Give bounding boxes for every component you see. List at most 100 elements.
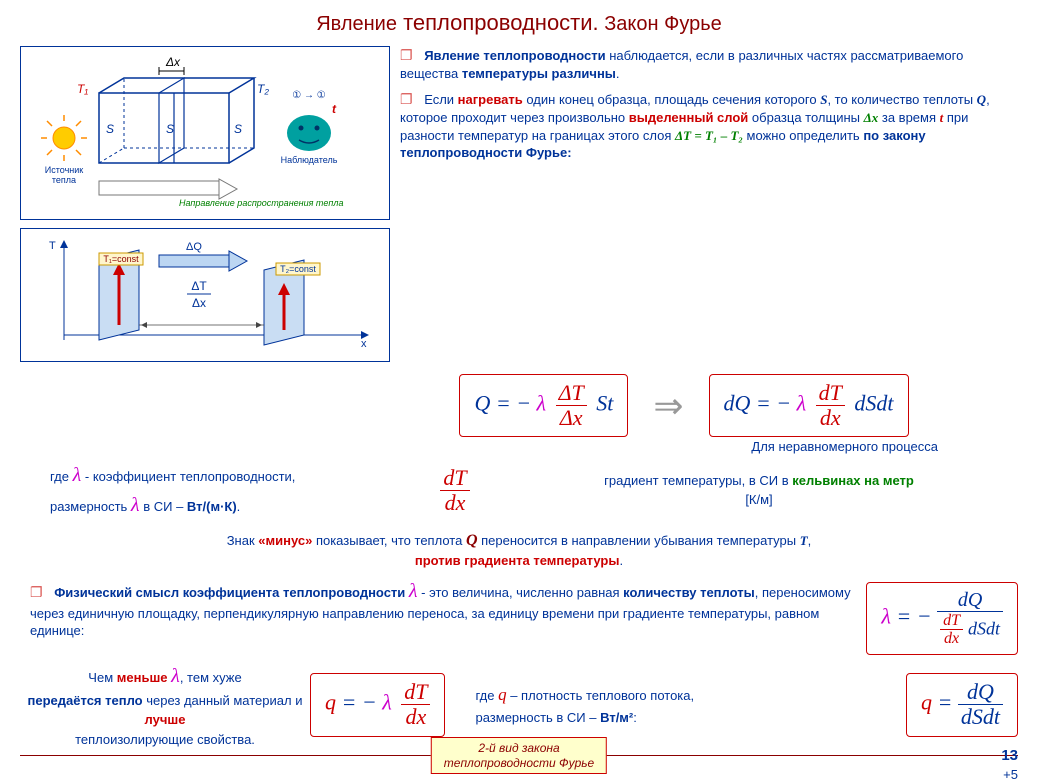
f5eq: = (938, 690, 958, 715)
title-3: Закон Фурье (599, 13, 722, 35)
x: за время (878, 110, 939, 125)
svg-text:Δx: Δx (165, 55, 181, 69)
f3eq: = − (896, 603, 931, 628)
f5ds: dSdt (958, 705, 1003, 729)
f2eq: = − (756, 391, 791, 416)
f1l: λ (537, 391, 547, 416)
w1e: Вт/(м·К) (187, 499, 237, 514)
le: через данный материал и (143, 693, 303, 708)
f2dt: dT (816, 381, 845, 406)
mh: против градиента температуры (415, 553, 620, 568)
footer: 2-й вид закона теплопроводности Фурье 13… (20, 755, 1018, 756)
bullet-icon: ❐ (400, 47, 413, 63)
title-2: теплопроводности. (397, 10, 599, 35)
f2dq: dQ (724, 391, 751, 416)
qc: – плотность теплового потока, (507, 688, 695, 703)
figure-1-svg: Δx T₁ T₂ S S S Источник тепла (29, 53, 379, 208)
ma: Знак (227, 533, 259, 548)
f4dx: dx (401, 705, 430, 729)
qf: : (633, 710, 637, 725)
md: Q (466, 532, 478, 549)
figure-1: Δx T₁ T₂ S S S Источник тепла (20, 46, 390, 220)
smaller-lambda-note: Чем меньше λ, тем хуже передаётся тепло … (20, 661, 310, 750)
svg-text:Δx: Δx (192, 296, 206, 310)
f3ds: dSdt (968, 618, 1000, 638)
where-lambda: где λ - коэффициент теплопроводности, ра… (20, 460, 410, 520)
w1a: где (50, 469, 73, 484)
svg-text:Наблюдатель: Наблюдатель (281, 155, 338, 165)
bullet-icon: ❐ (30, 584, 43, 600)
svg-text:① → ①: ① → ① (292, 90, 326, 101)
f5dq: dQ (958, 680, 1003, 705)
svg-text:T: T (49, 240, 56, 252)
ld: передаётся тепло (28, 693, 143, 708)
page-title: Явление теплопроводности. Закон Фурье (20, 10, 1018, 36)
mc: показывает, что теплота (312, 533, 466, 548)
x: Если (424, 92, 457, 107)
gfn: dT (440, 466, 469, 491)
f4dt: dT (401, 680, 430, 705)
svg-text:S: S (234, 122, 242, 136)
qdens-note: где q – плотность теплового потока, разм… (445, 682, 906, 727)
w1dot: . (237, 499, 241, 514)
fl1: 2-й вид закона (478, 741, 559, 755)
x: можно определить (743, 128, 863, 143)
pa: Физический смысл коэффициента теплопрово… (54, 585, 409, 600)
p1a: Явление теплопроводности (424, 48, 605, 63)
f2l: λ (797, 391, 807, 416)
formula-q-small: q = − λ dT dx (310, 673, 445, 736)
f3dq: dQ (937, 589, 1003, 612)
qd: размерность в СИ – (475, 710, 600, 725)
svg-text:ΔQ: ΔQ (186, 241, 202, 253)
svg-text:тепла: тепла (52, 175, 76, 185)
x: один конец образца, площадь сечения кото… (523, 92, 820, 107)
fl2: теплопроводности Фурье (444, 756, 594, 770)
footer-label: 2-й вид закона теплопроводности Фурье (431, 737, 607, 774)
p1d: . (616, 66, 620, 81)
gta: градиент температуры, в СИ в (604, 473, 792, 488)
qb: q (498, 685, 507, 704)
lc: , тем хуже (180, 670, 242, 685)
x: ΔT = T₁ – T₂ (675, 128, 743, 143)
formula-lambda: λ = − dQ dT dx dSdt (866, 582, 1018, 655)
svg-text:T₁=const: T₁=const (103, 254, 139, 264)
pc: количеству теплоты (623, 585, 755, 600)
x: , то количество теплоты (827, 92, 976, 107)
gfd: dx (440, 491, 469, 515)
p1c: температуры различны (462, 66, 616, 81)
qe: Вт/м² (600, 710, 633, 725)
uneven-note: Для неравномерного процесса (20, 439, 1018, 454)
f2dx: dx (816, 406, 845, 430)
f3dx: dx (940, 630, 963, 648)
f4eq: = − (342, 690, 377, 715)
svg-text:ΔT: ΔT (191, 279, 207, 293)
f1st: St (596, 391, 613, 416)
f4l: λ (382, 690, 392, 715)
lb: меньше (117, 670, 168, 685)
bullet-1: ❐ Явление теплопроводности наблюдается, … (400, 46, 1018, 82)
f3dt: dT (940, 612, 963, 631)
page-number: 13 (1001, 747, 1018, 764)
page-plus: +5 (1003, 767, 1018, 782)
pb: - это величина, численно равная (418, 585, 624, 600)
svg-text:S: S (166, 122, 174, 136)
title-1: Явление (316, 13, 397, 35)
gtb: кельвинах на метр (792, 473, 914, 488)
f4q: q (325, 690, 336, 715)
grad-text: градиент температуры, в СИ в кельвинах н… (500, 471, 1018, 510)
x: Δx (864, 110, 879, 125)
formula-dq: dQ = − λ dT dx dSdt (709, 374, 909, 437)
me: переносится в направлении убывания темпе… (478, 533, 800, 548)
svg-text:T₁: T₁ (77, 82, 88, 96)
minus-note: Знак «минус» показывает, что теплота Q п… (20, 530, 1018, 569)
f1eq: = − (496, 391, 531, 416)
svg-text:T₂: T₂ (257, 82, 269, 96)
svg-text:t: t (332, 102, 337, 116)
gtc: [К/м] (745, 492, 772, 507)
bullet-icon: ❐ (400, 91, 413, 107)
w1b: - коэффициент теплопроводности, (81, 469, 295, 484)
la: Чем (88, 670, 116, 685)
qa: где (475, 688, 498, 703)
svg-text:x: x (361, 338, 367, 350)
x: выделенный слой (629, 110, 749, 125)
